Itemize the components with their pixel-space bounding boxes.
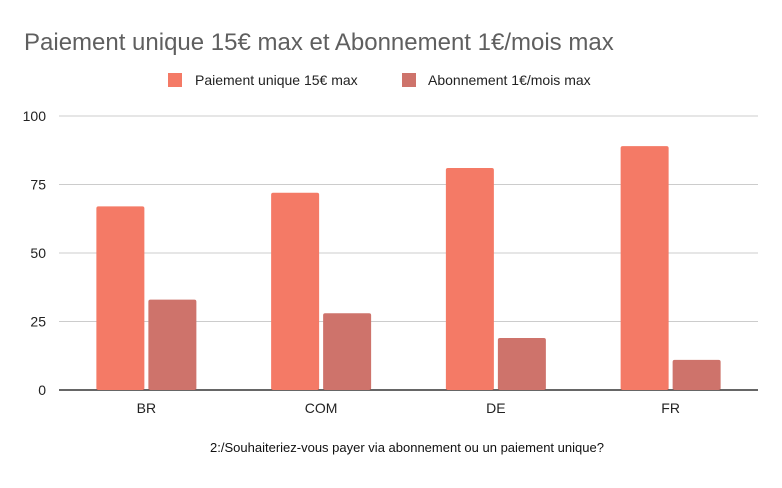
- legend-swatch-2: [402, 73, 416, 87]
- x-tick-label-de: DE: [486, 400, 505, 416]
- y-tick-label-50: 50: [30, 245, 46, 261]
- y-tick-label-0: 0: [38, 382, 46, 398]
- bar-fr-series-1: [620, 146, 669, 390]
- x-tick-label-br: BR: [137, 400, 156, 416]
- bar-com-series-1: [271, 192, 320, 390]
- bar-de-series-2: [497, 337, 546, 390]
- legend-label-2: Abonnement 1€/mois max: [428, 72, 591, 88]
- chart-title: Paiement unique 15€ max et Abonnement 1€…: [24, 29, 614, 56]
- x-axis: BR COM DE FR: [137, 400, 680, 416]
- legend: Paiement unique 15€ max Abonnement 1€/moi…: [168, 72, 591, 88]
- bar-fr-series-2: [672, 359, 721, 390]
- x-axis-label: 2:/Souhaiteriez-vous payer via abonnemen…: [210, 440, 604, 455]
- bars: [96, 146, 721, 390]
- x-tick-label-com: COM: [305, 400, 338, 416]
- x-tick-label-fr: FR: [661, 400, 680, 416]
- y-axis: 0 25 50 75 100: [23, 108, 47, 398]
- bar-br-series-2: [148, 299, 197, 390]
- y-tick-label-25: 25: [30, 314, 46, 330]
- bar-de-series-1: [445, 168, 494, 390]
- legend-label-1: Paiement unique 15€ max: [195, 72, 358, 88]
- bar-br-series-1: [96, 206, 145, 390]
- y-tick-label-75: 75: [30, 177, 46, 193]
- bar-com-series-2: [323, 313, 372, 390]
- legend-swatch-1: [168, 73, 182, 87]
- y-tick-label-100: 100: [23, 108, 47, 124]
